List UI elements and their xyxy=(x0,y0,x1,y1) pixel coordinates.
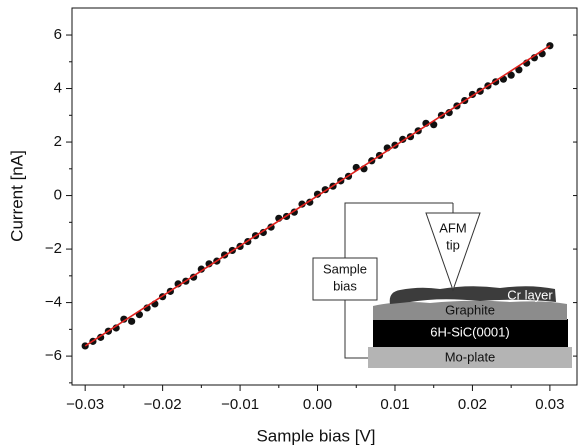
plot-frame xyxy=(71,7,578,386)
data-point xyxy=(515,66,523,74)
fit-line xyxy=(84,45,551,347)
x-tick-label: 0.00 xyxy=(303,396,332,413)
mo-label: Mo-plate xyxy=(445,349,496,364)
inset-diagram: Sample bias Mo-plate 6H-SiC(0001) Graphi… xyxy=(312,202,572,368)
data-point xyxy=(313,190,322,198)
x-tick-label: 0.01 xyxy=(380,396,409,413)
data-point xyxy=(445,109,453,117)
graphite-label: Graphite xyxy=(445,302,495,317)
data-point xyxy=(507,71,515,79)
y-tick-label: 6 xyxy=(54,26,62,43)
bias-box xyxy=(312,257,378,301)
wire xyxy=(344,300,368,359)
x-tick-label: 0.02 xyxy=(458,396,487,413)
tip-label: AFM xyxy=(439,220,466,235)
y-tick-label: 4 xyxy=(54,80,62,97)
bias-label: bias xyxy=(333,278,357,293)
y-tick-label: −4 xyxy=(45,294,62,311)
sic-label: 6H-SiC(0001) xyxy=(430,324,509,339)
x-tick-label: −0.03 xyxy=(66,396,104,413)
data-point xyxy=(259,228,267,237)
x-tick-label: −0.02 xyxy=(144,396,182,413)
x-tick-label: −0.01 xyxy=(221,396,259,413)
sic-layer xyxy=(373,319,568,347)
y-tick-label: −6 xyxy=(45,347,62,364)
data-point xyxy=(197,265,205,273)
cr-label: Cr layer xyxy=(507,287,553,302)
data-point xyxy=(120,315,128,323)
tip-label: tip xyxy=(446,237,460,252)
y-tick-label: 0 xyxy=(54,187,62,204)
bias-label: Sample xyxy=(323,261,367,276)
cr-layer xyxy=(389,286,556,304)
y-axis-label: Current [nA] xyxy=(7,150,26,242)
y-tick-label: −2 xyxy=(45,240,62,257)
data-point xyxy=(128,317,136,325)
wire xyxy=(344,202,453,258)
x-axis-label: Sample bias [V] xyxy=(256,426,375,445)
x-tick-label: 0.03 xyxy=(535,396,564,413)
mo-plate xyxy=(368,347,572,368)
afm-tip xyxy=(425,212,481,292)
y-tick-label: 2 xyxy=(54,133,62,150)
data-point xyxy=(298,200,306,208)
graphite-layer xyxy=(373,300,567,320)
